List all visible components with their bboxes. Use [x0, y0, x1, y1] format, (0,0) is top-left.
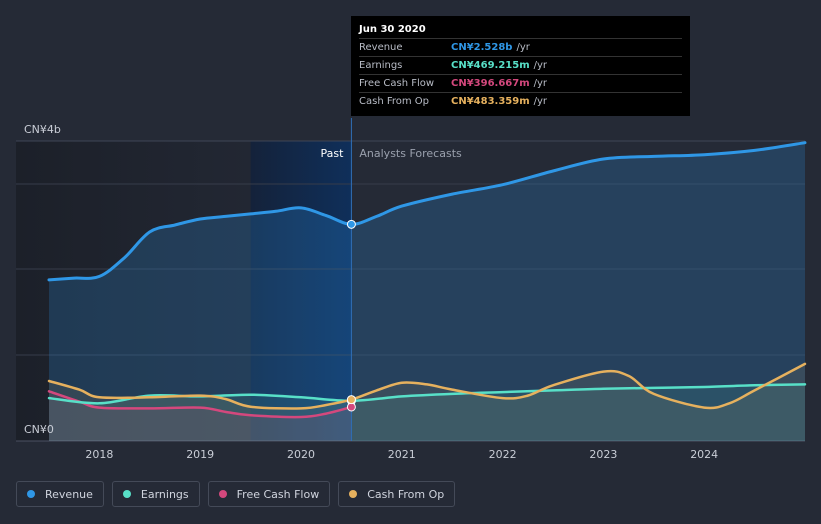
legend-dot-icon: [218, 490, 227, 498]
x-tick-label: 2019: [186, 448, 214, 461]
tooltip-value: CN¥2.528b: [451, 42, 513, 53]
x-tick-label: 2020: [287, 448, 315, 461]
area-earnings: [49, 384, 805, 441]
legend-item-earnings[interactable]: Earnings: [111, 481, 200, 507]
tooltip-row-revenue: Revenue CN¥2.528b /yr: [359, 38, 682, 56]
tooltip-value: CN¥396.667m: [451, 78, 530, 89]
legend-dot-icon: [349, 490, 358, 498]
highlight-region: [250, 141, 352, 441]
tooltip: Jun 30 2020 Revenue CN¥2.528b /yr Earnin…: [351, 16, 690, 116]
legend: Revenue Earnings Free Cash Flow Cash Fro…: [16, 481, 456, 507]
x-tick-label: 2023: [589, 448, 617, 461]
y-tick-label: CN¥4b: [24, 123, 61, 136]
tooltip-label: Earnings: [359, 60, 403, 71]
tooltip-date: Jun 30 2020: [359, 24, 426, 35]
legend-item-revenue[interactable]: Revenue: [16, 481, 104, 507]
legend-label: Cash From Op: [367, 487, 445, 501]
area-cash-from-op: [49, 363, 805, 441]
legend-label: Revenue: [45, 487, 93, 501]
past-region: [16, 141, 251, 441]
x-tick-label: 2024: [690, 448, 718, 461]
tooltip-row-earnings: Earnings CN¥469.215m /yr: [359, 56, 682, 74]
legend-label: Free Cash Flow: [236, 487, 320, 501]
y-tick-label: CN¥0: [24, 423, 54, 436]
area-revenue: [49, 142, 805, 441]
past-label: Past: [320, 147, 344, 160]
line-cash-from-op: [47, 362, 807, 410]
tooltip-label: Revenue: [359, 42, 403, 53]
line-revenue: [47, 141, 807, 282]
tooltip-row-cash-from-op: Cash From Op CN¥483.359m /yr: [359, 92, 682, 110]
chart: 2018 2019 2020 2021 2022 2023 2024 CN¥0 CN¥4b Pas…: [16, 118, 807, 461]
tooltip-unit: /yr: [533, 96, 548, 107]
legend-item-cash-from-op[interactable]: Cash From Op: [338, 481, 456, 507]
legend-item-free-cash-flow[interactable]: Free Cash Flow: [207, 481, 331, 507]
tooltip-label: Cash From Op: [359, 96, 430, 107]
tooltip-value: CN¥469.215m: [451, 60, 530, 71]
marker-free-cash-flow: [346, 402, 356, 412]
marker-revenue: [346, 219, 356, 229]
marker-cash-from-op: [346, 395, 356, 405]
legend-dot-icon: [27, 490, 35, 498]
line-free-cash-flow: [47, 390, 353, 419]
x-tick-label: 2022: [489, 448, 517, 461]
forecast-label: Analysts Forecasts: [359, 147, 462, 160]
x-tick-label: 2021: [388, 448, 416, 461]
legend-label: Earnings: [140, 487, 189, 501]
legend-dot-icon: [122, 490, 131, 498]
tooltip-unit: /yr: [533, 78, 548, 89]
tooltip-unit: /yr: [516, 42, 530, 53]
tooltip-unit: /yr: [533, 60, 548, 71]
area-free-cash-flow: [49, 391, 352, 441]
x-tick-label: 2018: [85, 448, 113, 461]
tooltip-row-free-cash-flow: Free Cash Flow CN¥396.667m /yr: [359, 74, 682, 92]
tooltip-value: CN¥483.359m: [451, 96, 530, 107]
tooltip-label: Free Cash Flow: [359, 78, 435, 89]
